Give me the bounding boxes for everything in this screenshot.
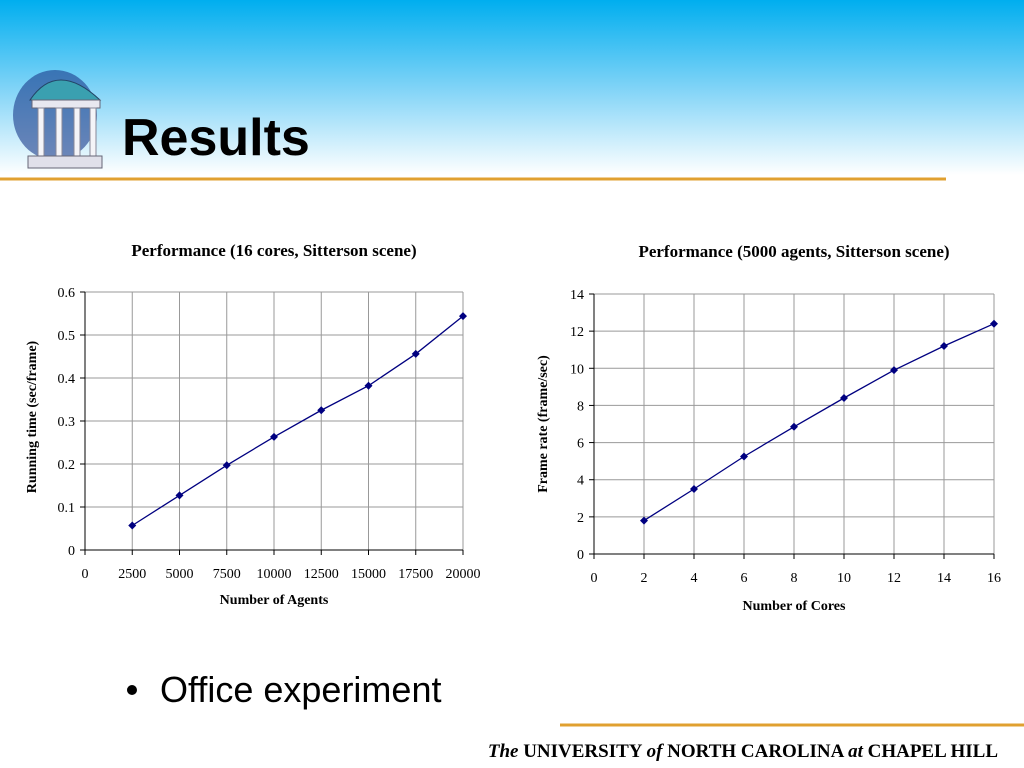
x-tick-label: 10 [837, 571, 851, 586]
x-tick-label: 7500 [213, 567, 241, 582]
data-point [790, 422, 798, 431]
x-tick-label: 10000 [257, 567, 292, 582]
data-point [840, 394, 848, 402]
data-point [940, 342, 948, 350]
x-tick-label: 0 [591, 571, 598, 586]
footer-part: of [647, 741, 665, 762]
data-point [222, 461, 231, 470]
chart: Performance (16 cores, Sitterson scene) N… [25, 241, 481, 608]
footer-part: at [848, 741, 864, 762]
y-axis-label: Running time (sec/frame) [25, 340, 40, 493]
x-axis-label: Number of Cores [743, 599, 846, 614]
y-tick-label: 0.1 [58, 501, 76, 516]
header-background [0, 0, 1024, 175]
slide-title: Results [122, 109, 310, 167]
y-tick-label: 2 [577, 511, 584, 526]
y-tick-label: 0 [577, 548, 584, 563]
data-point [270, 432, 278, 441]
x-axis-label: Number of Agents [220, 593, 329, 608]
y-tick-label: 0.3 [58, 415, 76, 430]
logo [13, 70, 103, 169]
footer-part: UNIVERSITY [523, 741, 643, 762]
y-tick-label: 0.4 [58, 372, 76, 387]
chart: Performance (5000 agents, Sitterson scen… [536, 242, 1001, 614]
chart-title: Performance (16 cores, Sitterson scene) [131, 241, 416, 260]
y-tick-label: 0.5 [58, 329, 76, 344]
y-tick-label: 12 [570, 325, 584, 340]
y-tick-label: 0.6 [58, 286, 76, 301]
y-tick-label: 4 [577, 474, 584, 489]
y-tick-label: 0 [68, 544, 75, 559]
footer: The UNIVERSITY of NORTH CAROLINA at CHAP… [488, 741, 998, 762]
x-tick-label: 16 [987, 571, 1001, 586]
y-tick-label: 6 [577, 437, 584, 452]
x-tick-label: 20000 [446, 567, 481, 582]
x-tick-label: 6 [741, 571, 748, 586]
x-tick-label: 4 [691, 571, 698, 586]
x-tick-label: 8 [791, 571, 798, 586]
data-point [690, 485, 698, 493]
data-point [640, 516, 648, 525]
data-point [740, 452, 748, 461]
x-tick-label: 12 [887, 571, 901, 586]
data-point [128, 521, 137, 530]
y-axis-label: Frame rate (frame/sec) [536, 355, 551, 493]
data-point [317, 406, 326, 415]
footer-part: NORTH CAROLINA [667, 741, 844, 762]
data-point [364, 381, 373, 390]
chart-title: Performance (5000 agents, Sitterson scen… [638, 242, 949, 261]
data-point [890, 366, 898, 375]
data-line [643, 323, 995, 522]
data-point [411, 349, 420, 358]
footer-part: The [488, 741, 519, 762]
x-tick-label: 15000 [351, 567, 386, 582]
footer-part: CHAPEL HILL [868, 741, 998, 762]
y-tick-label: 8 [577, 399, 584, 414]
data-point [990, 319, 998, 328]
x-tick-label: 2500 [118, 567, 146, 582]
bullet-text: Office experiment [160, 669, 441, 710]
y-tick-label: 0.2 [58, 458, 76, 473]
bullet-dot [127, 685, 137, 695]
data-point [459, 312, 467, 321]
x-tick-label: 2 [641, 571, 648, 586]
x-tick-label: 0 [82, 567, 89, 582]
y-tick-label: 10 [570, 362, 584, 377]
x-tick-label: 12500 [304, 567, 339, 582]
data-point [175, 491, 184, 500]
x-tick-label: 5000 [166, 567, 194, 582]
x-tick-label: 17500 [398, 567, 433, 582]
y-tick-label: 14 [570, 288, 584, 303]
x-tick-label: 14 [937, 571, 951, 586]
data-line [131, 315, 464, 527]
